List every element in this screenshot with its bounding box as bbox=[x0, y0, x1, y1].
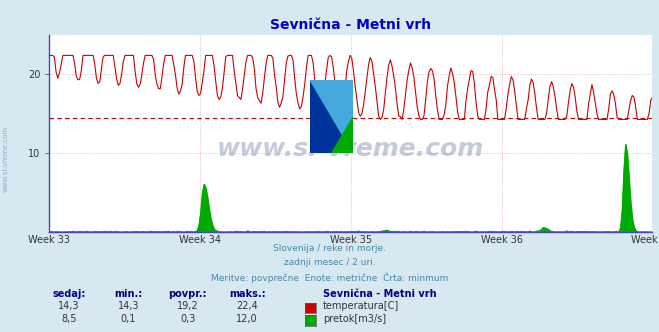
Text: 19,2: 19,2 bbox=[177, 301, 198, 311]
Text: min.:: min.: bbox=[115, 289, 142, 299]
Text: 8,5: 8,5 bbox=[61, 314, 77, 324]
Text: www.si-vreme.com: www.si-vreme.com bbox=[217, 137, 484, 161]
Text: 0,3: 0,3 bbox=[180, 314, 196, 324]
Text: 14,3: 14,3 bbox=[118, 301, 139, 311]
Text: 14,3: 14,3 bbox=[59, 301, 80, 311]
Text: zadnji mesec / 2 uri.: zadnji mesec / 2 uri. bbox=[283, 258, 376, 267]
Polygon shape bbox=[331, 116, 353, 153]
Text: temperatura[C]: temperatura[C] bbox=[323, 301, 399, 311]
Text: Meritve: povprečne  Enote: metrične  Črta: minmum: Meritve: povprečne Enote: metrične Črta:… bbox=[211, 273, 448, 283]
Text: 0,1: 0,1 bbox=[121, 314, 136, 324]
Text: sedaj:: sedaj: bbox=[53, 289, 86, 299]
Text: Sevnična - Metni vrh: Sevnična - Metni vrh bbox=[323, 289, 436, 299]
Polygon shape bbox=[310, 80, 353, 153]
Polygon shape bbox=[310, 80, 353, 153]
Text: Slovenija / reke in morje.: Slovenija / reke in morje. bbox=[273, 244, 386, 253]
Text: pretok[m3/s]: pretok[m3/s] bbox=[323, 314, 386, 324]
Text: 12,0: 12,0 bbox=[237, 314, 258, 324]
Text: maks.:: maks.: bbox=[229, 289, 266, 299]
Title: Sevnična - Metni vrh: Sevnična - Metni vrh bbox=[270, 18, 432, 32]
Text: povpr.:: povpr.: bbox=[169, 289, 207, 299]
Text: 22,4: 22,4 bbox=[236, 301, 258, 311]
Text: www.si-vreme.com: www.si-vreme.com bbox=[2, 126, 9, 193]
